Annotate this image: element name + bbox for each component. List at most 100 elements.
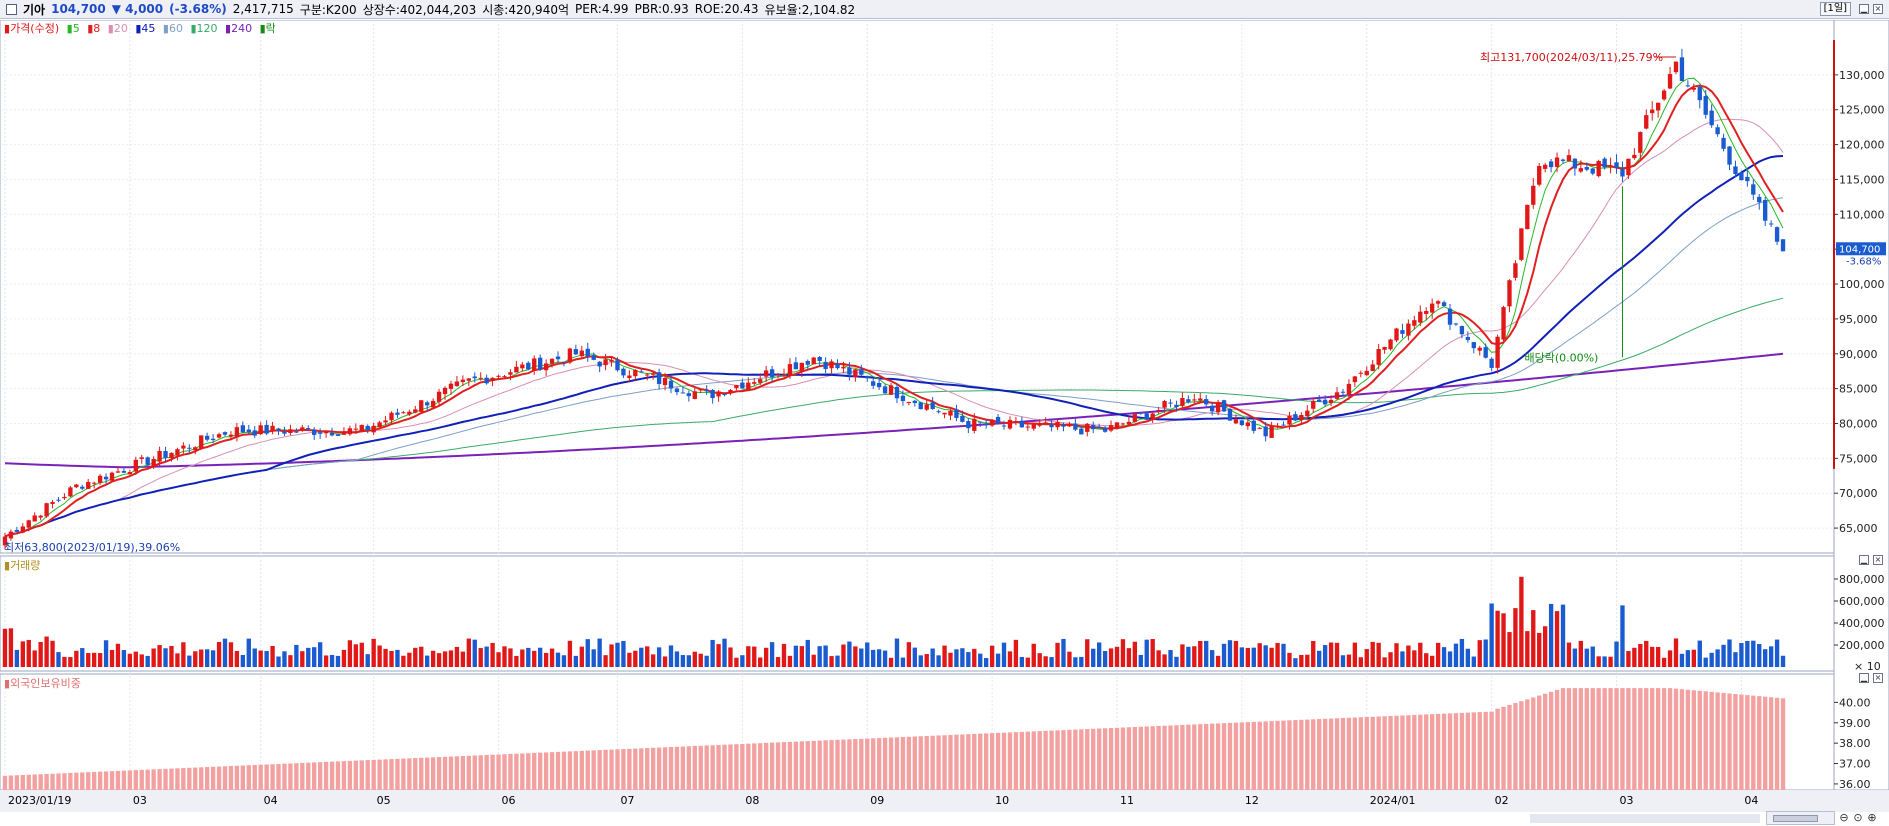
x-tick-label: 07 bbox=[620, 794, 634, 807]
volume-bar bbox=[704, 655, 709, 667]
close-icon[interactable]: × bbox=[1873, 4, 1883, 14]
legend-ma60[interactable]: ▮60 bbox=[162, 22, 183, 35]
volume-bar bbox=[1578, 640, 1584, 667]
legend-ma5[interactable]: ▮5 bbox=[66, 22, 80, 35]
candle-body bbox=[1221, 400, 1227, 412]
foreign-bar bbox=[401, 758, 406, 790]
foreign-pane-close-icon[interactable]: × bbox=[1873, 673, 1883, 683]
foreign-bar bbox=[1650, 688, 1655, 790]
select-checkbox[interactable] bbox=[6, 3, 17, 15]
volume-tick-label: 800,000 bbox=[1839, 573, 1885, 586]
last-price-label: 104,700 bbox=[1839, 244, 1880, 255]
legend-ma45[interactable]: ▮45 bbox=[135, 22, 156, 35]
candle-body bbox=[954, 409, 959, 419]
foreign-bar bbox=[1632, 688, 1637, 790]
foreign-pane-minimize-icon[interactable]: ▁ bbox=[1859, 673, 1869, 683]
foreign-bar bbox=[454, 756, 460, 790]
candle-body bbox=[300, 427, 305, 431]
candle-body bbox=[728, 389, 733, 393]
candle-body bbox=[835, 363, 840, 369]
foreign-bar bbox=[1608, 688, 1613, 790]
candle-body bbox=[1763, 199, 1768, 221]
volume-bar bbox=[1108, 648, 1114, 667]
volume-bar bbox=[900, 657, 906, 667]
volume-bar bbox=[210, 650, 216, 667]
volume-bar bbox=[258, 650, 263, 667]
foreign-bar bbox=[1739, 694, 1744, 790]
x-tick-label: 03 bbox=[133, 794, 147, 807]
foreign-bar bbox=[1751, 695, 1756, 790]
candle-body bbox=[1019, 420, 1025, 428]
period-selector-button[interactable]: [1일] bbox=[1819, 2, 1851, 16]
foreign-bar bbox=[1489, 711, 1494, 790]
chart-canvas[interactable]: 130,000125,000120,000115,000110,000105,0… bbox=[0, 20, 1889, 812]
foreign-bar bbox=[312, 762, 317, 790]
price-pane bbox=[0, 20, 1835, 554]
volume-pane-minimize-icon[interactable]: ▁ bbox=[1859, 555, 1869, 565]
candle-body bbox=[1483, 347, 1488, 358]
volume-bar bbox=[252, 648, 257, 667]
volume-legend[interactable]: ▮거래량 bbox=[4, 559, 41, 572]
candle-body bbox=[1061, 424, 1066, 427]
legend-exdividend[interactable]: ▮락 bbox=[259, 22, 276, 35]
legend-ma240[interactable]: ▮240 bbox=[225, 22, 253, 35]
volume-bar bbox=[526, 647, 531, 667]
zoom-out-icon[interactable]: ⊖ bbox=[1839, 811, 1849, 824]
candle-body bbox=[234, 427, 240, 438]
volume-bar bbox=[490, 642, 495, 667]
scroll-track[interactable] bbox=[1530, 814, 1760, 823]
candle-body bbox=[341, 431, 347, 435]
x-tick-label: 08 bbox=[745, 794, 759, 807]
zoom-in-icon[interactable]: ⊕ bbox=[1867, 811, 1877, 824]
scroll-thumb[interactable] bbox=[1773, 815, 1818, 822]
foreign-bar bbox=[716, 744, 721, 790]
foreign-bar bbox=[335, 761, 341, 790]
legend-price-label[interactable]: ▮가격(수정) bbox=[4, 22, 60, 35]
foreign-bar bbox=[520, 753, 525, 790]
volume-pane-close-icon[interactable]: × bbox=[1873, 555, 1883, 565]
minimize-icon[interactable]: ▁ bbox=[1859, 4, 1869, 14]
legend-ma120[interactable]: ▮120 bbox=[190, 22, 218, 35]
foreign-bar bbox=[1709, 691, 1714, 790]
candle-body bbox=[1287, 415, 1292, 425]
candle-body bbox=[1519, 228, 1524, 260]
volume-bar bbox=[1394, 643, 1399, 667]
foreign-bar bbox=[1311, 719, 1316, 790]
volume-bar bbox=[1388, 652, 1393, 667]
foreign-bar bbox=[1697, 690, 1702, 790]
foreign-bar bbox=[918, 736, 923, 790]
volume-bar bbox=[728, 647, 733, 667]
volume-bar bbox=[656, 647, 662, 667]
candle-body bbox=[1180, 397, 1185, 406]
volume-bar bbox=[193, 651, 198, 667]
zoom-reset-icon[interactable]: ⊙ bbox=[1853, 811, 1863, 824]
volume-bar bbox=[1007, 651, 1013, 667]
ma45-line bbox=[4, 155, 1784, 538]
foreign-bar bbox=[109, 771, 115, 790]
foreign-bar bbox=[847, 739, 852, 790]
candle-body bbox=[1013, 421, 1019, 423]
volume-bar bbox=[674, 651, 680, 667]
volume-bar bbox=[496, 652, 501, 667]
candle-body bbox=[894, 386, 900, 399]
volume-bar bbox=[1655, 646, 1661, 667]
candle-body bbox=[906, 402, 912, 404]
foreign-bar bbox=[758, 743, 763, 790]
candle-body bbox=[1126, 421, 1132, 425]
legend-ma20[interactable]: ▮20 bbox=[107, 22, 128, 35]
legend-ma8[interactable]: ▮8 bbox=[87, 22, 101, 35]
trade-volume: 2,417,715 bbox=[232, 2, 294, 16]
foreign-bar bbox=[1602, 688, 1607, 790]
candle-body bbox=[1114, 422, 1120, 428]
foreign-legend[interactable]: ▮외국인보유비중 bbox=[4, 677, 81, 690]
volume-bar bbox=[1519, 576, 1524, 667]
foreign-bar bbox=[1757, 696, 1762, 790]
stock-name[interactable]: 기아 bbox=[23, 2, 46, 17]
volume-bar bbox=[924, 654, 929, 667]
volume-bar bbox=[859, 648, 864, 667]
horizontal-scrollbar[interactable] bbox=[1766, 811, 1835, 825]
candle-body bbox=[865, 376, 870, 379]
candle-body bbox=[936, 411, 941, 413]
candle-body bbox=[496, 375, 501, 377]
volume-bar bbox=[1102, 651, 1108, 667]
